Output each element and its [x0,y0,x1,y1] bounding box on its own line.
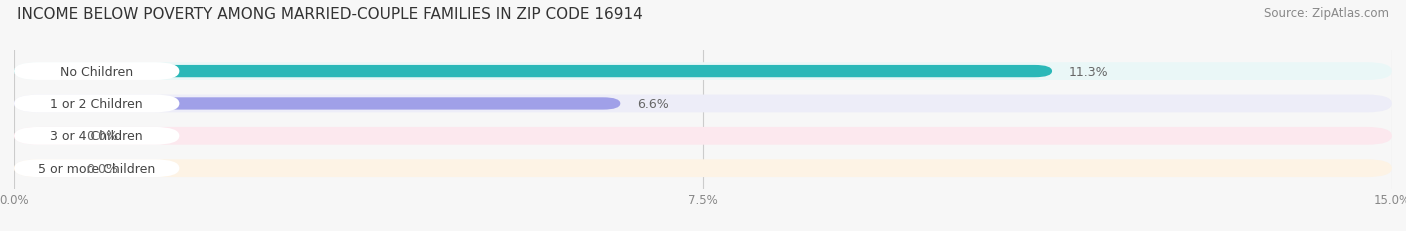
Text: 0.0%: 0.0% [86,162,118,175]
FancyBboxPatch shape [14,162,69,175]
FancyBboxPatch shape [14,95,180,113]
Text: 5 or more Children: 5 or more Children [38,162,155,175]
Text: No Children: No Children [60,65,134,78]
FancyBboxPatch shape [14,160,180,177]
FancyBboxPatch shape [14,95,1392,113]
Text: Source: ZipAtlas.com: Source: ZipAtlas.com [1264,7,1389,20]
Text: 0.0%: 0.0% [86,130,118,143]
FancyBboxPatch shape [14,66,1052,78]
FancyBboxPatch shape [14,63,1392,81]
Text: 6.6%: 6.6% [637,97,669,110]
Text: 3 or 4 Children: 3 or 4 Children [51,130,143,143]
FancyBboxPatch shape [14,130,69,142]
FancyBboxPatch shape [14,127,1392,145]
FancyBboxPatch shape [14,63,180,81]
Text: 1 or 2 Children: 1 or 2 Children [51,97,143,110]
FancyBboxPatch shape [14,127,180,145]
FancyBboxPatch shape [14,98,620,110]
FancyBboxPatch shape [14,160,1392,177]
Text: INCOME BELOW POVERTY AMONG MARRIED-COUPLE FAMILIES IN ZIP CODE 16914: INCOME BELOW POVERTY AMONG MARRIED-COUPL… [17,7,643,22]
Text: 11.3%: 11.3% [1069,65,1108,78]
